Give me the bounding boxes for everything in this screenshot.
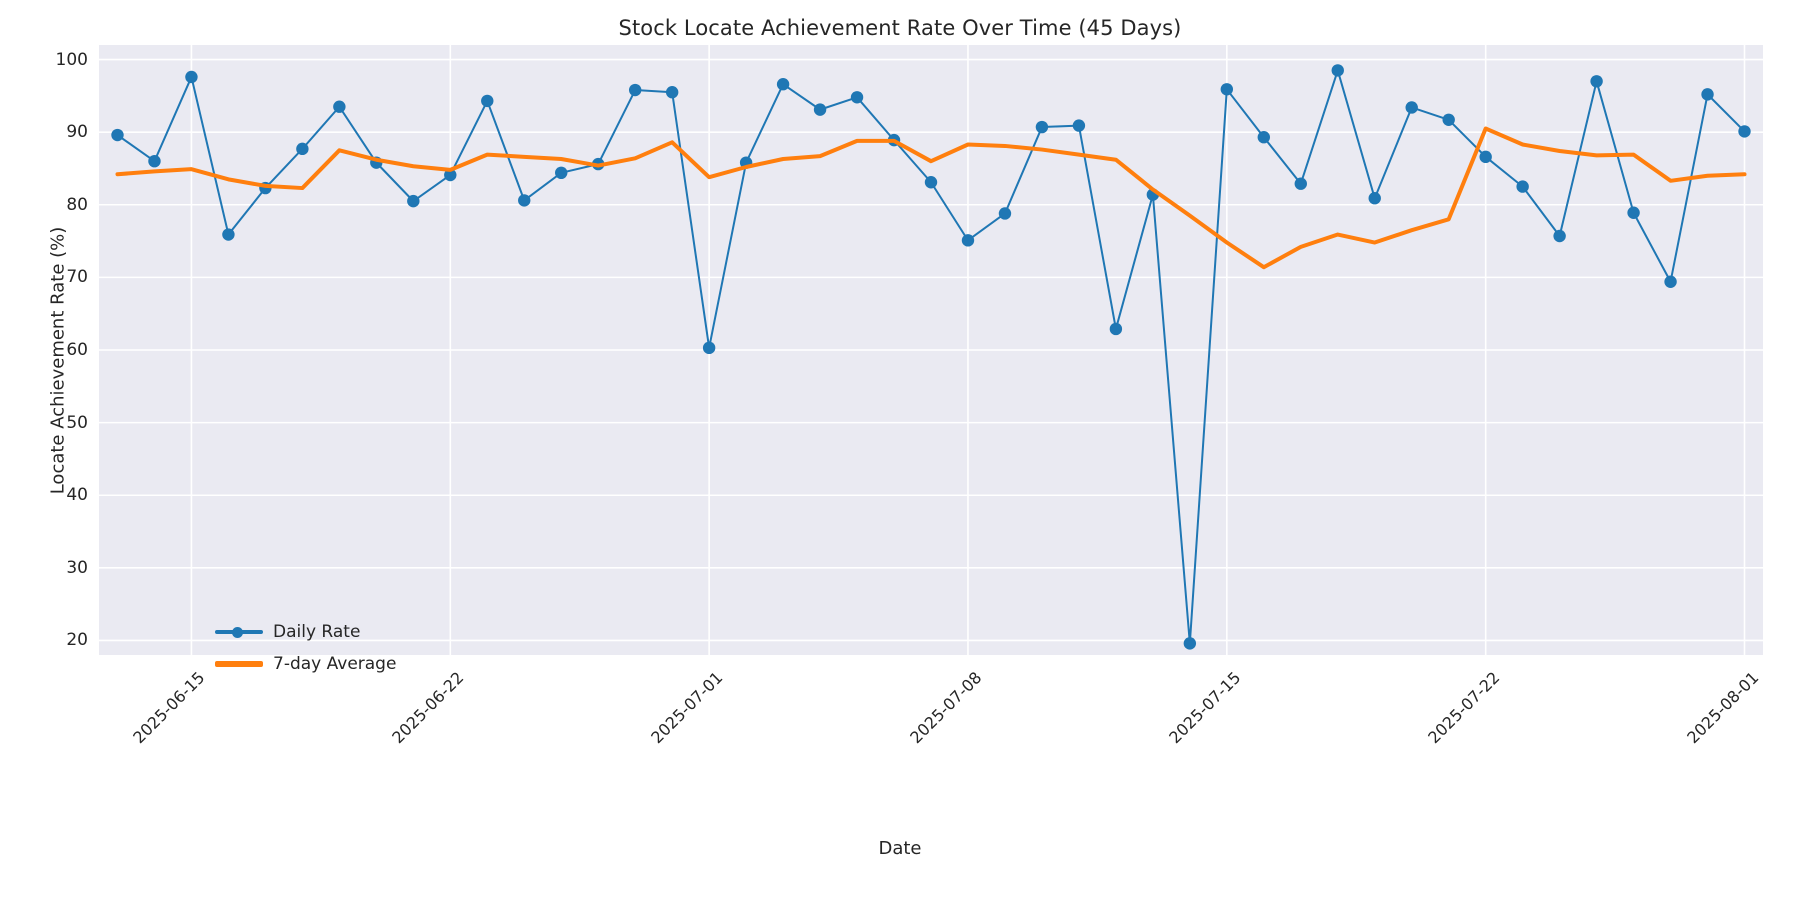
legend-item-0[interactable]: Daily Rate: [215, 621, 396, 643]
chart-title: Stock Locate Achievement Rate Over Time …: [618, 16, 1182, 40]
data-point-marker: [1590, 75, 1603, 88]
y-tick-label: 70: [66, 267, 88, 288]
y-tick-label: 90: [66, 122, 88, 143]
data-point-marker: [1294, 177, 1307, 190]
data-point-marker: [1627, 206, 1640, 219]
legend-item-1[interactable]: 7-day Average: [215, 653, 396, 675]
y-tick-label: 30: [66, 557, 88, 578]
data-point-marker: [407, 194, 420, 208]
data-point-marker: [222, 228, 235, 241]
y-tick-label: 100: [55, 49, 88, 70]
data-point-marker: [813, 103, 827, 116]
data-point-marker: [1257, 131, 1271, 144]
data-point-marker: [333, 100, 346, 113]
data-point-marker: [702, 341, 716, 355]
data-point-marker: [1368, 192, 1381, 205]
data-point-marker: [1109, 322, 1123, 336]
series-line-1: [115, 126, 1747, 270]
data-point-marker: [665, 86, 679, 99]
data-point-marker: [111, 128, 124, 142]
data-point-marker: [1664, 275, 1677, 288]
data-point-marker: [961, 234, 975, 247]
data-point-marker: [1183, 637, 1197, 650]
x-axis-label: Date: [878, 838, 922, 859]
data-point-marker: [518, 194, 531, 207]
legend-label: Daily Rate: [273, 622, 361, 642]
data-point-marker: [924, 176, 938, 189]
data-point-marker: [185, 70, 198, 84]
x-tick-label: 2025-06-22: [388, 668, 468, 748]
series-layer: [111, 64, 1751, 650]
data-point-marker: [1035, 120, 1049, 134]
data-point-marker: [1442, 113, 1455, 127]
x-tick-label: 2025-07-15: [1165, 668, 1245, 748]
y-tick-label: 50: [66, 412, 88, 433]
legend-swatch-icon: [215, 655, 263, 673]
data-point-marker: [1220, 83, 1234, 96]
data-point-marker: [555, 166, 568, 180]
legend-label: 7-day Average: [273, 654, 397, 674]
data-point-marker: [1516, 180, 1529, 193]
data-point-marker: [444, 168, 457, 182]
data-point-marker: [481, 94, 494, 108]
data-point-marker: [1405, 101, 1418, 114]
data-point-marker: [1701, 88, 1714, 101]
y-tick-label: 60: [66, 340, 88, 360]
x-tick-label: 2025-07-22: [1423, 668, 1504, 748]
y-axis-label: Locate Achievement Rate (%): [47, 226, 69, 495]
data-point-marker: [296, 142, 309, 156]
x-tick-label: 2025-08-01: [1682, 668, 1762, 748]
data-point-marker: [1553, 229, 1566, 243]
data-point-marker: [1738, 125, 1751, 138]
y-tick-label: 40: [66, 485, 88, 506]
data-point-marker: [1072, 119, 1086, 132]
gridlines: [99, 45, 1763, 655]
y-tick-label: 80: [66, 194, 88, 215]
x-tick-label: 2025-07-08: [906, 668, 986, 748]
plot-svg: [99, 45, 1763, 655]
data-point-marker: [1479, 150, 1492, 164]
x-tick-label: 2025-06-15: [129, 668, 209, 748]
data-point-marker: [1331, 64, 1344, 77]
data-point-marker: [850, 91, 864, 104]
data-point-marker: [776, 78, 790, 91]
chart-legend: Daily Rate 7-day Average: [207, 617, 406, 681]
data-point-marker: [628, 83, 642, 97]
y-tick-label: 20: [66, 630, 88, 651]
x-tick-label: 2025-07-01: [647, 668, 727, 748]
plot-area: Daily Rate 7-day Average: [99, 45, 1763, 674]
legend-swatch-icon: [215, 623, 263, 641]
data-point-marker: [148, 154, 161, 168]
data-point-marker: [998, 207, 1012, 220]
